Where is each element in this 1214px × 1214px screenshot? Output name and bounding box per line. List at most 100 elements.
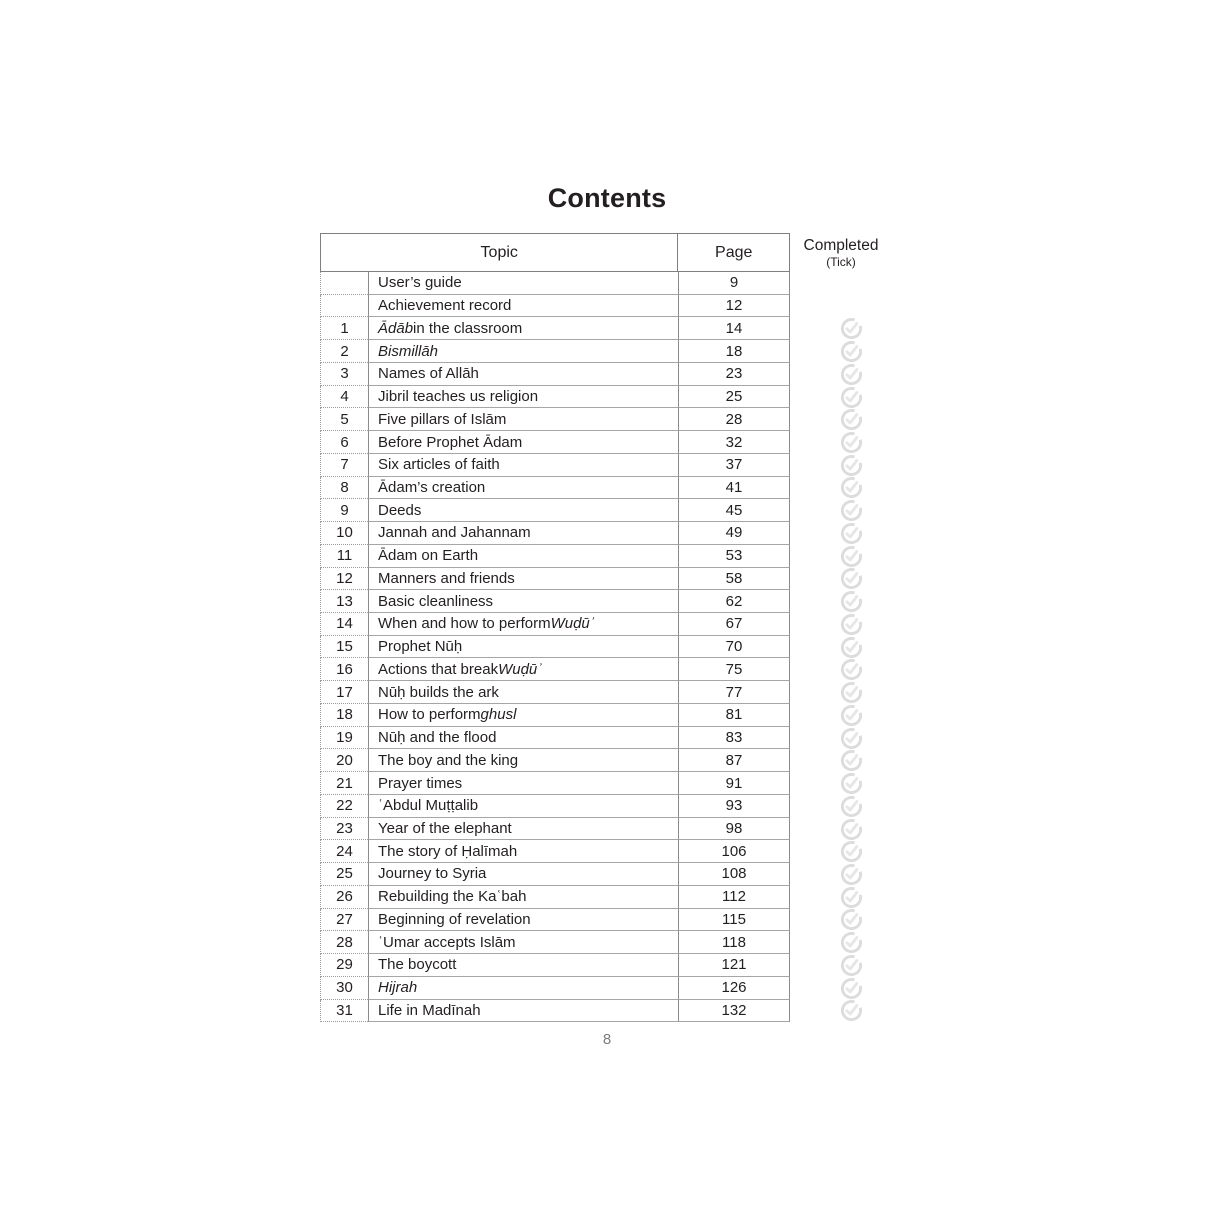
row-topic: Before Prophet Ādam (368, 431, 678, 454)
row-page-number: 23 (678, 362, 790, 386)
completed-tick-slot (796, 431, 906, 454)
row-number: 15 (320, 635, 368, 659)
row-page-number: 121 (678, 954, 790, 977)
completed-tick-slot (796, 727, 906, 750)
check-circle-icon[interactable] (840, 476, 863, 499)
row-topic: User’s guide (368, 272, 678, 295)
row-page-number: 53 (678, 544, 790, 568)
table-row: 20 The boy and the king 87 (320, 749, 790, 773)
row-topic: Names of Allāh (368, 362, 678, 386)
table-row: 31 Life in Madīnah 132 (320, 999, 790, 1023)
check-circle-icon[interactable] (840, 545, 863, 568)
completed-tick-slot (796, 340, 906, 363)
row-number: 21 (320, 772, 368, 795)
check-circle-icon[interactable] (840, 340, 863, 363)
row-topic: Nūḥ and the flood (368, 726, 678, 750)
check-circle-icon[interactable] (840, 840, 863, 863)
check-circle-icon[interactable] (840, 499, 863, 522)
row-number: 23 (320, 817, 368, 841)
completed-empty-slot (796, 272, 906, 295)
row-page-number: 98 (678, 817, 790, 841)
row-page-number: 9 (678, 272, 790, 295)
check-circle-icon[interactable] (840, 567, 863, 590)
check-circle-icon[interactable] (840, 658, 863, 681)
completed-tick-slot (796, 977, 906, 1000)
check-circle-icon[interactable] (840, 681, 863, 704)
table-row: 19 Nūḥ and the flood 83 (320, 726, 790, 750)
table-row: 3 Names of Allāh 23 (320, 362, 790, 386)
check-circle-icon[interactable] (840, 908, 863, 931)
row-page-number: 93 (678, 794, 790, 818)
check-circle-icon[interactable] (840, 636, 863, 659)
completed-tick-slot (796, 545, 906, 568)
table-row: User’s guide 9 (320, 272, 790, 295)
completed-tick-slot (796, 477, 906, 500)
completed-tick-slot (796, 317, 906, 340)
row-topic: Nūḥ builds the ark (368, 681, 678, 704)
row-topic: Six articles of faith (368, 453, 678, 477)
check-circle-icon[interactable] (840, 454, 863, 477)
check-circle-icon[interactable] (840, 931, 863, 954)
table-row: 27 Beginning of revelation 115 (320, 908, 790, 932)
table-row: 26 Rebuilding the Kaʿbah 112 (320, 885, 790, 909)
row-topic: Achievement record (368, 294, 678, 318)
check-circle-icon[interactable] (840, 818, 863, 841)
completed-tick-slot (796, 386, 906, 409)
row-topic: Five pillars of Islām (368, 408, 678, 432)
completed-tick-slot (796, 749, 906, 772)
row-page-number: 37 (678, 453, 790, 477)
row-topic: Prophet Nūḥ (368, 635, 678, 659)
page-title: Contents (547, 183, 667, 213)
check-circle-icon[interactable] (840, 886, 863, 909)
row-page-number: 14 (678, 317, 790, 341)
column-header-page: Page (677, 234, 789, 271)
check-circle-icon[interactable] (840, 704, 863, 727)
table-row: 29 The boycott 121 (320, 954, 790, 977)
row-topic: Bismillāh (368, 340, 678, 363)
table-row: 4 Jibril teaches us religion 25 (320, 385, 790, 409)
check-circle-icon[interactable] (840, 727, 863, 750)
check-circle-icon[interactable] (840, 772, 863, 795)
row-topic: When and how to perform Wuḍūʾ (368, 613, 678, 636)
row-topic: ʿUmar accepts Islām (368, 931, 678, 955)
row-number: 2 (320, 340, 368, 363)
check-circle-icon[interactable] (840, 749, 863, 772)
check-circle-icon[interactable] (840, 363, 863, 386)
row-number: 3 (320, 362, 368, 386)
table-row: 30 Hijrah 126 (320, 976, 790, 1000)
row-topic: How to perform ghusl (368, 703, 678, 727)
row-number: 6 (320, 431, 368, 454)
row-number: 9 (320, 499, 368, 523)
row-number: 8 (320, 476, 368, 500)
completed-tick-slot (796, 658, 906, 681)
completed-tick-slot (796, 681, 906, 704)
row-page-number: 28 (678, 408, 790, 432)
check-circle-icon[interactable] (840, 999, 863, 1022)
check-circle-icon[interactable] (840, 954, 863, 977)
check-circle-icon[interactable] (840, 977, 863, 1000)
check-circle-icon[interactable] (840, 613, 863, 636)
check-circle-icon[interactable] (840, 590, 863, 613)
completed-tick-slot (796, 568, 906, 591)
completed-label: Completed (803, 237, 879, 254)
row-page-number: 106 (678, 840, 790, 864)
check-circle-icon[interactable] (840, 863, 863, 886)
row-number: 13 (320, 590, 368, 614)
check-circle-icon[interactable] (840, 408, 863, 431)
check-circle-icon[interactable] (840, 522, 863, 545)
completed-tick-slot (796, 886, 906, 909)
check-circle-icon[interactable] (840, 431, 863, 454)
footer-page-number: 8 (602, 1031, 612, 1048)
check-circle-icon[interactable] (840, 386, 863, 409)
row-topic: Basic cleanliness (368, 590, 678, 614)
completed-tick-slot (796, 863, 906, 886)
completed-tick-slot (796, 954, 906, 977)
table-row: 22 ʿAbdul Muṭṭalib 93 (320, 794, 790, 818)
row-number: 29 (320, 954, 368, 977)
row-page-number: 83 (678, 726, 790, 750)
row-page-number: 41 (678, 476, 790, 500)
check-circle-icon[interactable] (840, 317, 863, 340)
row-topic: Hijrah (368, 976, 678, 1000)
check-circle-icon[interactable] (840, 795, 863, 818)
row-number: 17 (320, 681, 368, 704)
